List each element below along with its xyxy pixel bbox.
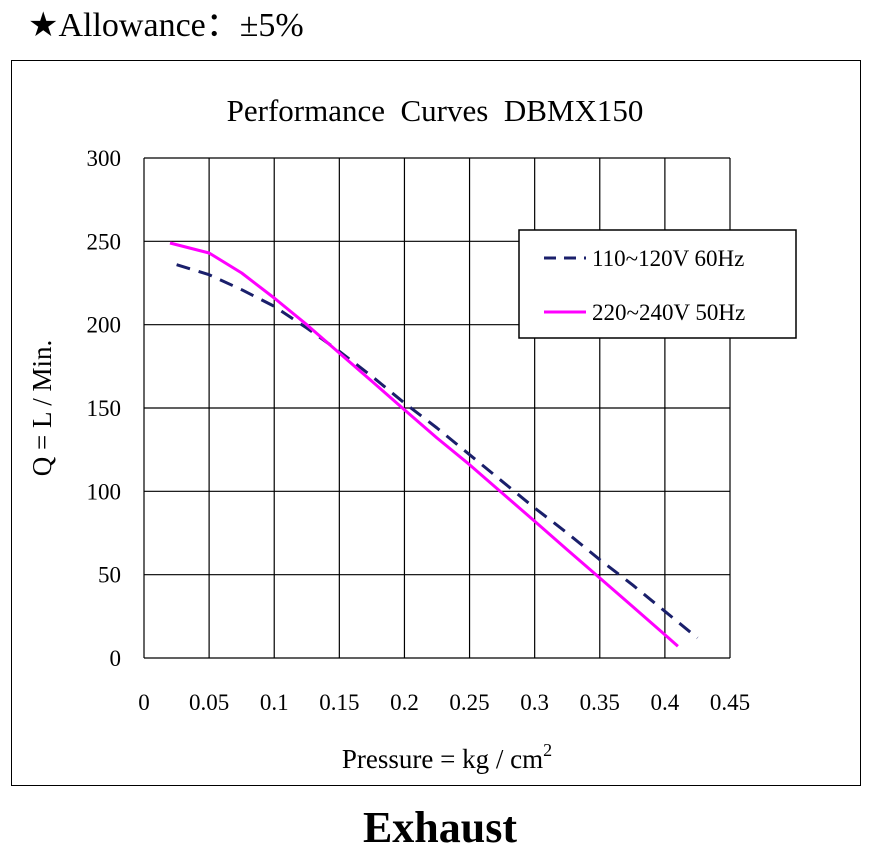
x-axis-label-text: Pressure = kg / cm <box>342 744 543 774</box>
y-tick-label: 150 <box>87 396 122 421</box>
x-tick-label: 0.25 <box>449 690 489 715</box>
y-axis-label: Q = L / Min. <box>27 340 57 476</box>
legend-box <box>518 229 797 339</box>
x-tick-label: 0.4 <box>651 690 680 715</box>
y-tick-label: 250 <box>87 229 122 254</box>
allowance-header: ★Allowance：±5% <box>28 4 304 48</box>
legend: 110~120V 60Hz 220~240V 50Hz <box>518 229 797 339</box>
y-tick-label: 50 <box>98 563 121 588</box>
star-icon: ★ <box>28 7 59 44</box>
series-lines <box>169 241 699 648</box>
series-line-0 <box>176 263 699 640</box>
x-tick-label: 0.45 <box>710 690 750 715</box>
legend-label-60hz: 110~120V 60Hz <box>592 246 744 271</box>
footer-title: Exhaust <box>362 803 518 852</box>
x-axis-label-exponent: 2 <box>543 740 552 760</box>
chart-frame <box>11 60 861 786</box>
y-tick-label: 0 <box>110 646 122 671</box>
x-axis-label: Pressure = kg / cm2 <box>342 740 552 774</box>
y-tick-label: 100 <box>87 479 122 504</box>
allowance-label: Allowance：±5% <box>58 7 304 44</box>
series-line-1 <box>169 241 679 648</box>
y-tick-label: 300 <box>87 146 122 171</box>
legend-label-50hz: 220~240V 50Hz <box>592 300 745 325</box>
x-tick-label: 0.3 <box>520 690 549 715</box>
x-tick-label: 0.05 <box>189 690 229 715</box>
x-tick-label: 0.2 <box>390 690 419 715</box>
tick-labels: 0 0.05 0.1 0.15 0.2 0.25 0.3 0.35 0.4 0.45 0 50 100 1… <box>87 146 751 715</box>
chart-title: Performance Curves DBMX150 <box>227 93 644 128</box>
x-tick-label: 0 <box>138 690 150 715</box>
x-tick-label: 0.1 <box>260 690 289 715</box>
x-tick-label: 0.35 <box>580 690 620 715</box>
y-tick-label: 200 <box>87 313 122 338</box>
x-tick-label: 0.15 <box>319 690 359 715</box>
